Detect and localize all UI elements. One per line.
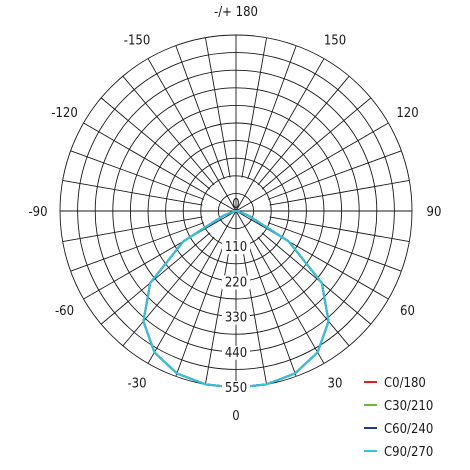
radial-tick-bg (222, 240, 250, 255)
grid-spoke (122, 75, 215, 186)
angle-label: -90 (28, 205, 47, 220)
grid-spoke (235, 122, 389, 212)
grid-spoke (257, 75, 350, 186)
angle-tick-labels: -/+ 180 150 120 90 60 30 0 -30 -60 -90 -120 -150 (28, 5, 441, 424)
radial-tick-bg (222, 310, 250, 325)
grid-spoke (83, 210, 237, 300)
grid-spoke (83, 122, 237, 212)
legend-item: C90/270 (364, 445, 433, 460)
grid-spoke (62, 179, 203, 206)
grid-spoke (147, 210, 237, 364)
angle-label: -150 (124, 34, 151, 49)
grid-spoke (241, 37, 268, 178)
angle-label: 150 (324, 34, 346, 49)
grid-spoke (204, 244, 231, 385)
radial-tick-labels: 0 110 220 330 440 550 (222, 197, 250, 396)
radial-tick: 440 (222, 345, 250, 361)
grid-spoke (267, 150, 402, 200)
radial-tick-bg (222, 275, 250, 290)
grid-spoke (235, 58, 325, 212)
grid-spoke (247, 45, 297, 180)
angle-label: -30 (127, 377, 146, 392)
grid-spoke (241, 244, 268, 385)
grid-spoke (269, 179, 410, 206)
radial-tick-label: 0 (232, 197, 239, 212)
grid-spoke (235, 210, 325, 364)
legend: C0/180 C30/210 C60/240 C90/270 (364, 376, 433, 460)
radial-tick: 110 (222, 240, 250, 255)
legend-label: C60/240 (384, 422, 433, 437)
grid-spoke (235, 210, 389, 300)
radial-tick-bg (222, 345, 250, 360)
grid-spoke (175, 45, 225, 180)
grid-spoke (257, 236, 350, 347)
angle-label: 90 (427, 205, 442, 220)
grid-spoke (122, 236, 215, 347)
grid-spoke (100, 97, 211, 190)
grid-spoke (147, 58, 237, 212)
radial-tick: 550 (222, 381, 250, 396)
radial-tick: 330 (222, 310, 250, 326)
grid-spoke (267, 222, 402, 272)
legend-item: C30/210 (364, 399, 433, 414)
angle-label: 30 (328, 377, 343, 392)
legend-label: C90/270 (384, 445, 433, 460)
legend-item: C0/180 (364, 376, 426, 391)
grid-spoke (175, 242, 225, 377)
angle-label: -120 (51, 106, 78, 121)
legend-item: C60/240 (364, 422, 433, 437)
radial-tick-label: 220 (225, 275, 247, 290)
radial-tick-label: 330 (225, 311, 247, 326)
angle-label: -/+ 180 (214, 5, 258, 20)
grid-spoke (261, 232, 372, 325)
grid-spoke (62, 216, 203, 243)
grid-spoke (261, 97, 372, 190)
angle-label: 60 (400, 304, 415, 319)
radial-tick-label: 440 (225, 346, 247, 361)
grid-spoke (70, 150, 205, 200)
grid-spoke (70, 222, 205, 272)
grid-spoke (204, 37, 231, 178)
radial-tick: 220 (222, 275, 250, 290)
grid-spoke (247, 242, 297, 377)
angle-label: 120 (396, 106, 418, 121)
angle-label: 0 (232, 409, 239, 424)
radial-tick-label: 110 (225, 240, 247, 255)
radial-tick: 0 (232, 197, 239, 212)
radial-tick-label: 550 (225, 381, 247, 396)
legend-label: C30/210 (384, 399, 433, 414)
legend-label: C0/180 (384, 376, 426, 391)
angle-label: -60 (55, 304, 74, 319)
grid-spoke (100, 232, 211, 325)
radial-tick-bg (222, 381, 250, 395)
grid-spoke (269, 216, 410, 243)
